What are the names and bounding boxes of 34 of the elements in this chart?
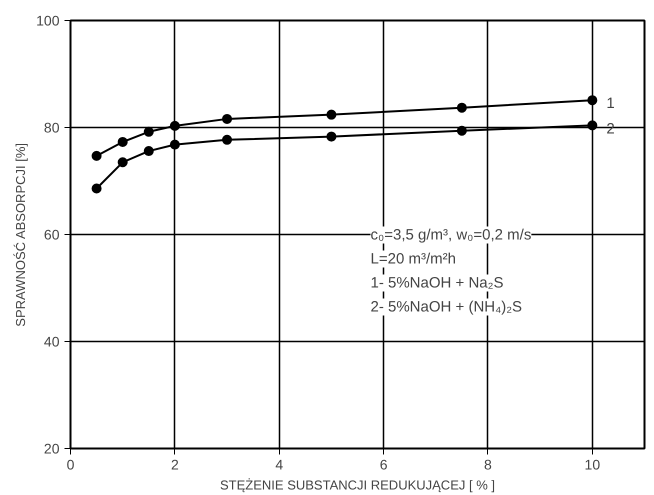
x-tick-label: 4 bbox=[275, 456, 284, 472]
x-tick-label: 2 bbox=[170, 456, 179, 472]
x-tick-label: 0 bbox=[66, 456, 75, 472]
point bbox=[170, 140, 180, 150]
point bbox=[456, 126, 467, 136]
point bbox=[170, 120, 180, 131]
point bbox=[118, 136, 128, 147]
y-tick-label: 100 bbox=[36, 12, 60, 28]
series-label: 1 bbox=[606, 95, 615, 112]
point bbox=[118, 157, 128, 168]
point bbox=[92, 150, 102, 161]
annotation: c₀=3,5 g/m³, w₀=0,2 m/s bbox=[370, 226, 532, 244]
y-axis-title: SPRAWNOŚĆ ABSORPCJI [%] bbox=[13, 142, 28, 327]
y-tick-label: 80 bbox=[44, 120, 60, 136]
x-tick-label: 10 bbox=[584, 456, 600, 472]
y-tick-label: 60 bbox=[44, 226, 60, 242]
point bbox=[222, 134, 232, 145]
point bbox=[144, 146, 154, 156]
x-tick-label: 8 bbox=[484, 456, 492, 472]
x-axis-title: STĘŻENIE SUBSTANCJI REDUKUJĄCEJ [ % ] bbox=[220, 478, 495, 492]
point bbox=[92, 184, 102, 194]
annotation: 2- 5%NaOH + (NH₄)₂S bbox=[370, 298, 522, 316]
point bbox=[144, 126, 154, 137]
point bbox=[222, 114, 232, 124]
point bbox=[587, 120, 598, 130]
y-tick-label: 40 bbox=[44, 334, 60, 350]
point bbox=[326, 110, 336, 120]
point bbox=[456, 102, 467, 113]
y-tick-label: 20 bbox=[44, 440, 60, 456]
annotation: 1- 5%NaOH + Na₂S bbox=[370, 274, 504, 292]
point bbox=[587, 95, 598, 106]
point bbox=[326, 132, 336, 142]
x-tick-label: 6 bbox=[380, 456, 388, 472]
annotation: L=20 m³/m²h bbox=[370, 250, 456, 268]
